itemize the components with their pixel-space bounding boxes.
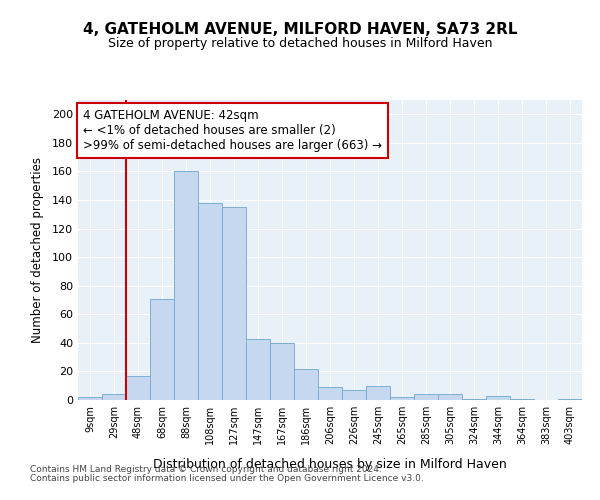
Bar <box>222 207 246 400</box>
Bar <box>558 398 582 400</box>
Bar <box>126 376 150 400</box>
Bar <box>486 396 510 400</box>
Text: 4 GATEHOLM AVENUE: 42sqm
← <1% of detached houses are smaller (2)
>99% of semi-d: 4 GATEHOLM AVENUE: 42sqm ← <1% of detach… <box>83 109 382 152</box>
Bar <box>414 394 438 400</box>
Bar <box>78 397 102 400</box>
Bar <box>174 172 198 400</box>
X-axis label: Distribution of detached houses by size in Milford Haven: Distribution of detached houses by size … <box>153 458 507 471</box>
Bar <box>342 390 366 400</box>
Bar <box>318 387 342 400</box>
Bar <box>270 343 294 400</box>
Text: Contains HM Land Registry data © Crown copyright and database right 2024.: Contains HM Land Registry data © Crown c… <box>30 466 382 474</box>
Bar <box>102 394 126 400</box>
Text: Size of property relative to detached houses in Milford Haven: Size of property relative to detached ho… <box>108 38 492 51</box>
Text: Contains public sector information licensed under the Open Government Licence v3: Contains public sector information licen… <box>30 474 424 483</box>
Bar <box>198 203 222 400</box>
Bar <box>390 397 414 400</box>
Bar <box>246 338 270 400</box>
Bar <box>150 298 174 400</box>
Bar <box>294 368 318 400</box>
Bar <box>438 394 462 400</box>
Text: 4, GATEHOLM AVENUE, MILFORD HAVEN, SA73 2RL: 4, GATEHOLM AVENUE, MILFORD HAVEN, SA73 … <box>83 22 517 38</box>
Bar <box>366 386 390 400</box>
Bar <box>510 398 534 400</box>
Bar <box>462 398 486 400</box>
Y-axis label: Number of detached properties: Number of detached properties <box>31 157 44 343</box>
